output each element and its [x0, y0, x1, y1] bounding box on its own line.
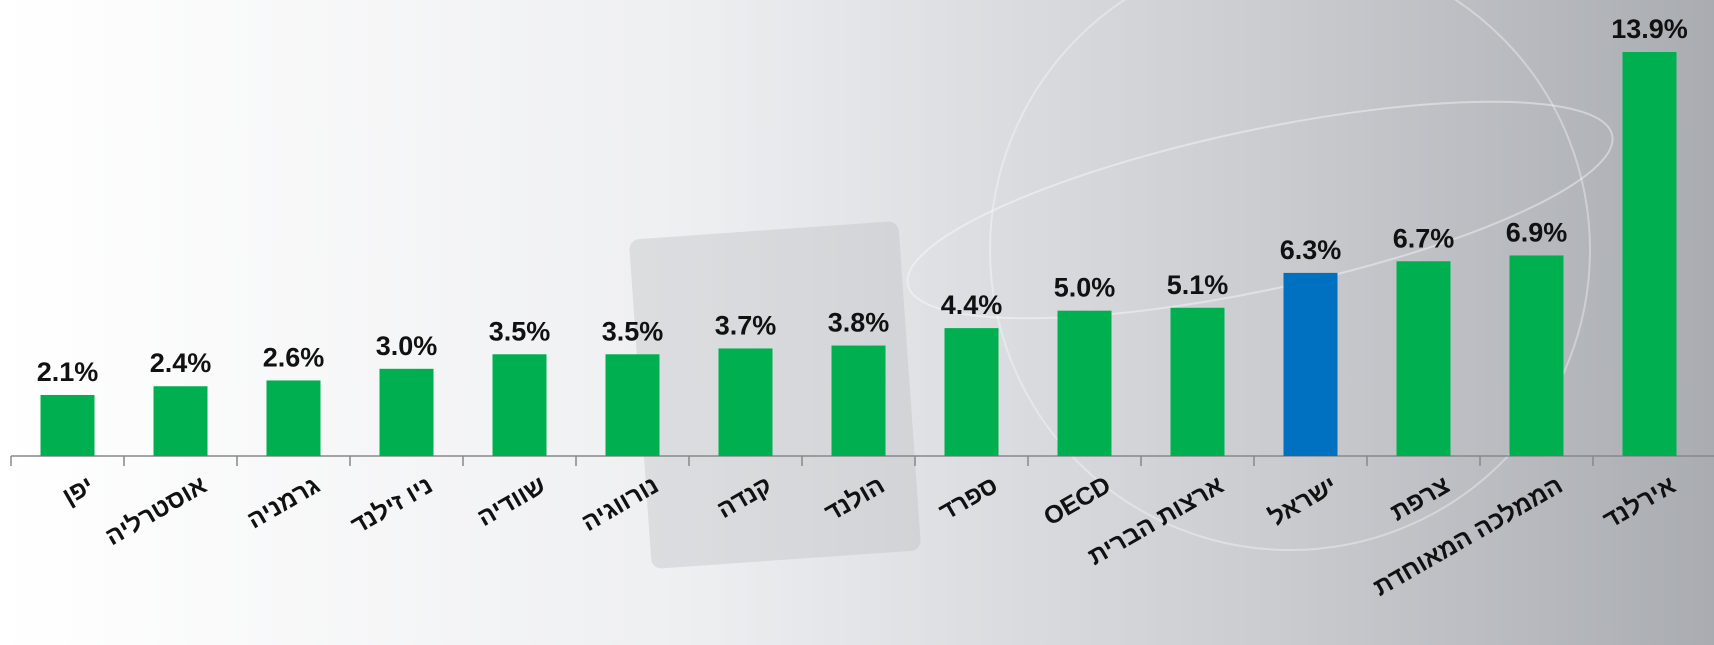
bar [153, 386, 208, 456]
bar [1057, 310, 1112, 456]
value-label: 4.4% [941, 290, 1003, 320]
bar [1283, 272, 1338, 456]
value-label: 13.9% [1611, 14, 1688, 44]
bar [266, 380, 321, 456]
value-label: 6.9% [1506, 217, 1568, 247]
bar [944, 328, 999, 456]
value-label: 5.1% [1167, 270, 1229, 300]
value-label: 2.4% [150, 348, 212, 378]
value-label: 6.3% [1280, 235, 1342, 265]
bar [718, 348, 773, 456]
value-label: 3.5% [489, 316, 551, 346]
value-label: 3.8% [828, 308, 890, 338]
bar [1170, 307, 1225, 456]
value-label: 3.5% [602, 316, 664, 346]
bar [1396, 261, 1451, 456]
background-decoration [906, 100, 1614, 320]
value-label: 3.0% [376, 331, 438, 361]
value-label: 2.6% [263, 342, 325, 372]
value-label: 5.0% [1054, 273, 1116, 303]
bar [492, 354, 547, 456]
background-decoration [629, 221, 921, 569]
bar [40, 394, 95, 456]
bar [1622, 52, 1677, 456]
bar [605, 354, 660, 456]
bar [379, 368, 434, 456]
background-decoration [989, 0, 1591, 551]
bar [1509, 255, 1564, 456]
bar [831, 345, 886, 456]
value-label: 6.7% [1393, 223, 1455, 253]
value-label: 2.1% [37, 357, 99, 387]
value-label: 3.7% [715, 310, 777, 340]
